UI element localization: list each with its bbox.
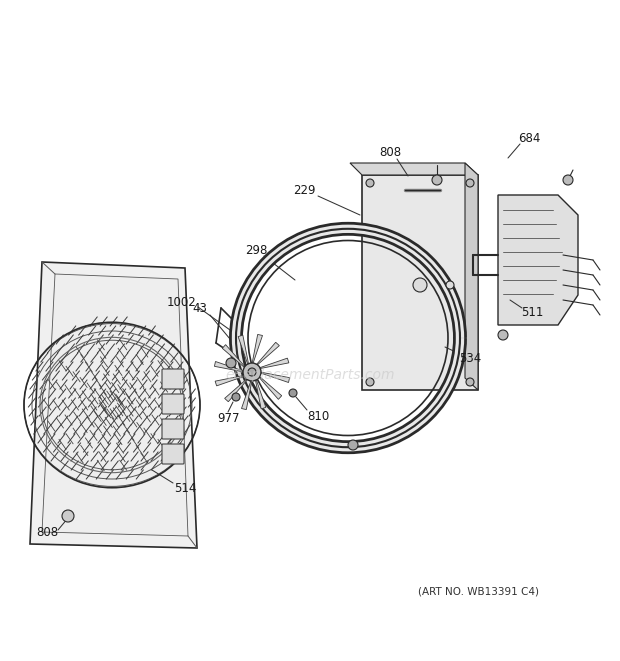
Circle shape [413,278,427,292]
Polygon shape [260,372,290,383]
Text: 43: 43 [193,301,208,315]
Text: 808: 808 [36,527,58,539]
Circle shape [498,330,508,340]
Circle shape [62,510,74,522]
Circle shape [466,179,474,187]
Polygon shape [259,376,281,399]
Circle shape [466,378,474,386]
Text: (ART NO. WB13391 C4): (ART NO. WB13391 C4) [417,587,539,597]
Polygon shape [30,262,197,548]
Polygon shape [224,379,248,402]
Text: 534: 534 [459,352,481,364]
Polygon shape [259,358,289,369]
Circle shape [248,368,256,376]
Circle shape [226,358,236,368]
Polygon shape [223,344,246,368]
Circle shape [366,378,374,386]
Polygon shape [215,362,244,372]
Circle shape [232,393,240,401]
Text: 514: 514 [174,481,196,494]
FancyBboxPatch shape [162,419,184,439]
Circle shape [348,440,358,450]
Text: 684: 684 [518,132,540,145]
Polygon shape [238,335,249,365]
Polygon shape [498,195,578,325]
Text: 977: 977 [217,412,239,424]
Text: 298: 298 [245,243,267,256]
Text: 808: 808 [379,145,401,159]
Circle shape [446,281,454,289]
Polygon shape [242,380,252,410]
Polygon shape [215,375,245,386]
FancyBboxPatch shape [162,444,184,464]
Text: eReplacementParts.com: eReplacementParts.com [225,368,395,382]
Text: 1002: 1002 [167,295,197,309]
FancyBboxPatch shape [162,369,184,389]
Polygon shape [42,274,188,536]
FancyBboxPatch shape [162,394,184,414]
Polygon shape [350,163,478,175]
Circle shape [563,175,573,185]
Text: 229: 229 [293,184,315,196]
Circle shape [432,175,442,185]
Circle shape [366,179,374,187]
Polygon shape [362,175,478,390]
Text: 511: 511 [521,305,543,319]
Polygon shape [256,342,280,366]
Circle shape [243,363,261,381]
Polygon shape [252,334,262,364]
Polygon shape [255,379,266,409]
Circle shape [289,389,297,397]
Text: 810: 810 [307,410,329,424]
Polygon shape [465,163,478,390]
